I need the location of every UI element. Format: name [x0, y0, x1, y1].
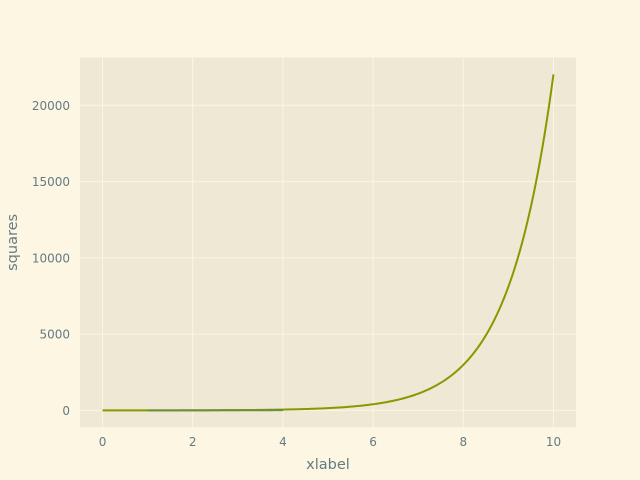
x-tick-label: 2: [189, 435, 197, 449]
x-tick-label: 10: [546, 435, 561, 449]
x-tick-label: 6: [369, 435, 377, 449]
y-tick-label: 5000: [39, 328, 70, 342]
y-tick-label: 0: [62, 404, 70, 418]
plot-area: [80, 57, 576, 428]
x-axis-label: xlabel: [306, 457, 350, 473]
tick-labels: 0 2 4 6 8 10 0 5000 10000 15000 20000: [32, 99, 561, 449]
y-tick-label: 10000: [32, 251, 70, 265]
data-series: [102, 74, 555, 412]
grid-lines: [80, 57, 576, 428]
y-tick-label: 20000: [32, 99, 70, 113]
x-tick-label: 0: [99, 435, 107, 449]
x-tick-label: 8: [459, 435, 467, 449]
x-tick-label: 4: [279, 435, 287, 449]
y-tick-label: 15000: [32, 175, 70, 189]
y-axis-label: squares: [5, 214, 21, 271]
